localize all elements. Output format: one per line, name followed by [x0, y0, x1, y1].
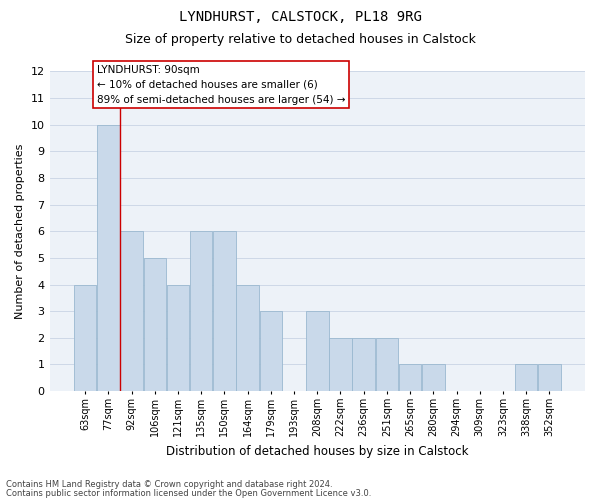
Text: Contains HM Land Registry data © Crown copyright and database right 2024.: Contains HM Land Registry data © Crown c… [6, 480, 332, 489]
Bar [97, 125, 119, 391]
X-axis label: Distribution of detached houses by size in Calstock: Distribution of detached houses by size … [166, 444, 469, 458]
Bar [260, 311, 282, 391]
Bar [376, 338, 398, 391]
Bar [422, 364, 445, 391]
Text: Size of property relative to detached houses in Calstock: Size of property relative to detached ho… [125, 32, 475, 46]
Bar [143, 258, 166, 391]
Text: LYNDHURST: 90sqm
← 10% of detached houses are smaller (6)
89% of semi-detached h: LYNDHURST: 90sqm ← 10% of detached house… [97, 65, 345, 104]
Bar [329, 338, 352, 391]
Text: LYNDHURST, CALSTOCK, PL18 9RG: LYNDHURST, CALSTOCK, PL18 9RG [179, 10, 421, 24]
Bar [213, 232, 236, 391]
Bar [399, 364, 421, 391]
Bar [167, 284, 189, 391]
Y-axis label: Number of detached properties: Number of detached properties [15, 144, 25, 319]
Bar [121, 232, 143, 391]
Text: Contains public sector information licensed under the Open Government Licence v3: Contains public sector information licen… [6, 488, 371, 498]
Bar [236, 284, 259, 391]
Bar [306, 311, 329, 391]
Bar [190, 232, 212, 391]
Bar [352, 338, 375, 391]
Bar [74, 284, 97, 391]
Bar [515, 364, 538, 391]
Bar [538, 364, 560, 391]
